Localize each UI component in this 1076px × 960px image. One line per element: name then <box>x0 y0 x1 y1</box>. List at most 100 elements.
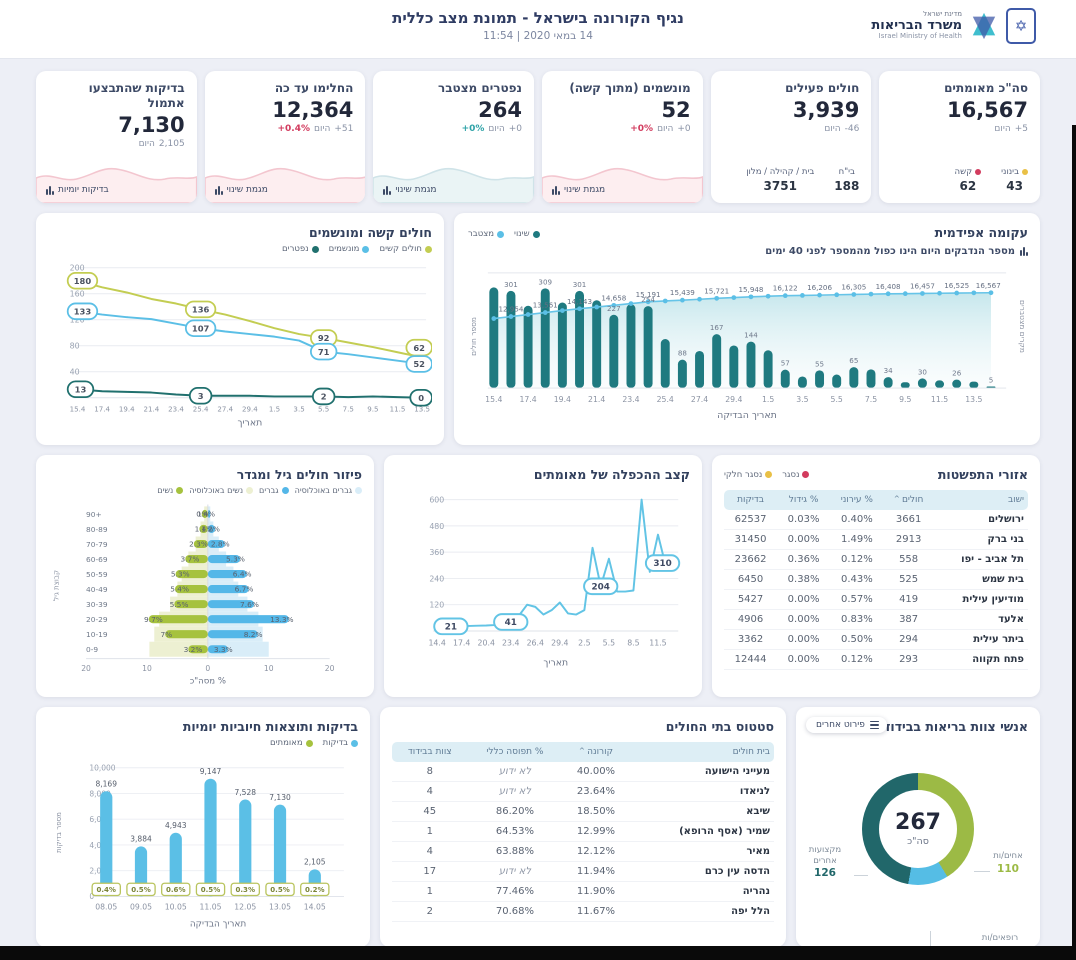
svg-text:8,169: 8,169 <box>96 780 118 789</box>
donut-connector-line <box>854 875 868 876</box>
table-header-cell[interactable]: בדיקות <box>724 490 778 510</box>
svg-text:29.4: 29.4 <box>551 639 568 648</box>
svg-text:10: 10 <box>264 664 274 673</box>
kpi-value: 52 <box>661 98 691 122</box>
table-header-cell[interactable]: בית חולים <box>629 742 774 762</box>
kpi-title: נפטרים מצטבר <box>438 81 522 95</box>
svg-text:14,658: 14,658 <box>601 293 626 302</box>
table-row[interactable]: מעייני הישועה 40.00% לא ידוע 8 <box>392 762 774 782</box>
legend-item[interactable]: גברים <box>259 486 289 495</box>
table-row[interactable]: הלל יפה 11.67% 70.68% 2 <box>392 901 774 922</box>
legend-item[interactable]: מאומתים <box>270 738 313 748</box>
epidemic-bar <box>815 370 825 389</box>
svg-text:7,528: 7,528 <box>235 788 257 797</box>
legend-item[interactable]: בדיקות <box>323 738 358 748</box>
legend-item[interactable]: נפטרים <box>282 244 319 254</box>
svg-text:7.5: 7.5 <box>343 405 354 414</box>
table-row[interactable]: הדסה עין כרם 11.94% לא ידוע 17 <box>392 861 774 882</box>
table-row[interactable]: ירושלים 3661 0.40% 0.03% 62537 <box>724 510 1028 530</box>
table-row[interactable]: אלעד 387 0.83% 0.00% 4906 <box>724 609 1028 630</box>
kpi-card: סה"כ מאומתים 16,567 +5 היום בינוני 43 קשה 62 <box>879 71 1040 203</box>
legend-item[interactable]: שינוי <box>514 229 540 239</box>
table-header-cell[interactable]: % תפוסה כללי <box>467 742 563 762</box>
kpi-footer-link[interactable]: מגמת שינוי <box>383 185 437 195</box>
kpi-delta: +0 היום +0% <box>630 124 691 134</box>
svg-text:240: 240 <box>429 574 444 583</box>
legend-dot-icon <box>281 487 289 494</box>
legend-item[interactable]: גברים באוכלוסיה <box>295 486 362 495</box>
daily-tests-card: בדיקות ותוצאות חיוביות יומיות בדיקות מאומ… <box>36 707 370 947</box>
table-row[interactable]: מודיעין עילית 419 0.57% 0.00% 5427 <box>724 589 1028 610</box>
legend-dot-icon <box>425 245 432 253</box>
epidemic-bar <box>832 374 842 389</box>
kpi-stats: בי"ח 188 בית / קהילה / מלון 3751 <box>746 167 859 193</box>
kpi-footer-link[interactable]: מגמת שינוי <box>552 185 605 195</box>
table-row[interactable]: מאיר 12.12% 63.88% 4 <box>392 841 774 862</box>
kpi-stat: בי"ח 188 <box>834 167 860 193</box>
legend-item[interactable]: נסגר <box>782 470 810 480</box>
kpi-footer-link[interactable]: בדיקות יומיות <box>46 185 109 195</box>
severe-vent-chart: 40 80 120 160 200 180 136 92 62 133 107 71 52 13 3 2 0 15… <box>48 254 433 433</box>
kpi-footer-link[interactable]: מגמת שינוי <box>214 185 268 195</box>
legend-item[interactable]: מצטבר <box>468 229 505 239</box>
israel-emblem-icon: ✡ <box>1006 8 1036 44</box>
legend-item[interactable]: נשים <box>157 486 184 495</box>
epidemic-legend: שינוי מצטבר <box>468 229 540 239</box>
table-header-cell[interactable]: צוות בבידוד <box>392 742 468 762</box>
table-row[interactable]: ביתר עילית 294 0.50% 0.00% 3362 <box>724 629 1028 650</box>
table-row[interactable]: שיבא 18.50% 86.20% 45 <box>392 801 774 822</box>
svg-text:0.6%: 0.6% <box>166 885 186 894</box>
svg-text:30-39: 30-39 <box>86 600 108 609</box>
epidemic-curve-title: עקומה אפידמית <box>934 225 1028 240</box>
table-row[interactable]: נהריה 11.90% 77.46% 1 <box>392 881 774 902</box>
epidemic-subtitle-text: מספר הנדבקים היום הינו כפול מהמספר לפני … <box>765 246 1015 257</box>
legend-item[interactable]: נסגר חלקי <box>724 470 773 480</box>
legend-item[interactable]: נשים באוכלוסיה <box>189 486 254 495</box>
donut-connector-line <box>974 871 990 872</box>
epidemic-bar <box>712 334 722 389</box>
legend-item[interactable]: מונשמים <box>329 244 370 254</box>
table-header-cell[interactable]: % גידול <box>777 490 831 510</box>
moh-star-icon <box>972 12 996 40</box>
kpi-delta: +51 היום +0.4% <box>277 124 354 134</box>
spread-areas-table-el: ישוב חולים ^% עירוני% גידול בדיקות ירושלים 3… <box>724 490 1028 670</box>
table-row[interactable]: בני ברק 2913 1.49% 0.00% 31450 <box>724 529 1028 550</box>
svg-text:41: 41 <box>505 618 517 628</box>
svg-text:תאריך הבדיקה: תאריך הבדיקה <box>190 919 247 929</box>
others-detail-button[interactable]: פירוט אחרים <box>806 717 887 733</box>
title-block: נגיף הקורונה בישראל - תמונת מצב כללית 14… <box>0 9 1076 42</box>
epidemic-bar <box>729 345 739 389</box>
epidemic-curve-chart: 301 309 301 227 254 88 167 144 57 55 65 34 30 26 5 12,9… <box>466 257 1028 432</box>
table-header-cell[interactable]: קורונה ^ <box>562 742 630 762</box>
table-header-cell[interactable]: חולים ^ <box>883 490 934 510</box>
svg-text:5.5: 5.5 <box>603 639 615 648</box>
legend-dot-icon <box>355 487 362 494</box>
table-row[interactable]: פתח תקווה 293 0.12% 0.00% 12444 <box>724 649 1028 670</box>
table-row[interactable]: שמיר (אסף הרופא) 12.99% 64.53% 1 <box>392 821 774 842</box>
svg-text:0: 0 <box>418 393 424 403</box>
svg-text:16,122: 16,122 <box>773 284 798 293</box>
sparkline <box>204 167 366 203</box>
svg-text:9.5: 9.5 <box>367 405 378 414</box>
table-header-cell[interactable]: % עירוני <box>830 490 884 510</box>
tests-bar <box>239 799 252 897</box>
svg-text:10.05: 10.05 <box>165 903 187 912</box>
epidemic-bar <box>952 379 962 389</box>
svg-text:80-89: 80-89 <box>86 525 108 534</box>
staff-isolation-title: אנשי צוות בריאות בבידוד <box>883 719 1028 734</box>
svg-text:11.5: 11.5 <box>390 405 406 414</box>
table-header-cell[interactable]: ישוב <box>933 490 1028 510</box>
svg-text:17.4: 17.4 <box>453 639 470 648</box>
legend-item[interactable]: חולים קשים <box>379 244 432 254</box>
svg-text:136: 136 <box>192 305 210 315</box>
svg-text:5.5%: 5.5% <box>170 600 189 609</box>
table-row[interactable]: לניאדו 23.64% לא ידוע 4 <box>392 781 774 802</box>
svg-text:71: 71 <box>318 347 330 357</box>
table-row[interactable]: תל אביב - יפו 558 0.12% 0.36% 23662 <box>724 549 1028 570</box>
svg-text:301: 301 <box>573 280 587 289</box>
epidemic-bar <box>780 369 790 389</box>
tests-bar <box>100 791 113 897</box>
table-row[interactable]: בית שמש 525 0.43% 0.38% 6450 <box>724 569 1028 590</box>
svg-text:55: 55 <box>815 359 824 368</box>
svg-text:2: 2 <box>321 392 327 402</box>
